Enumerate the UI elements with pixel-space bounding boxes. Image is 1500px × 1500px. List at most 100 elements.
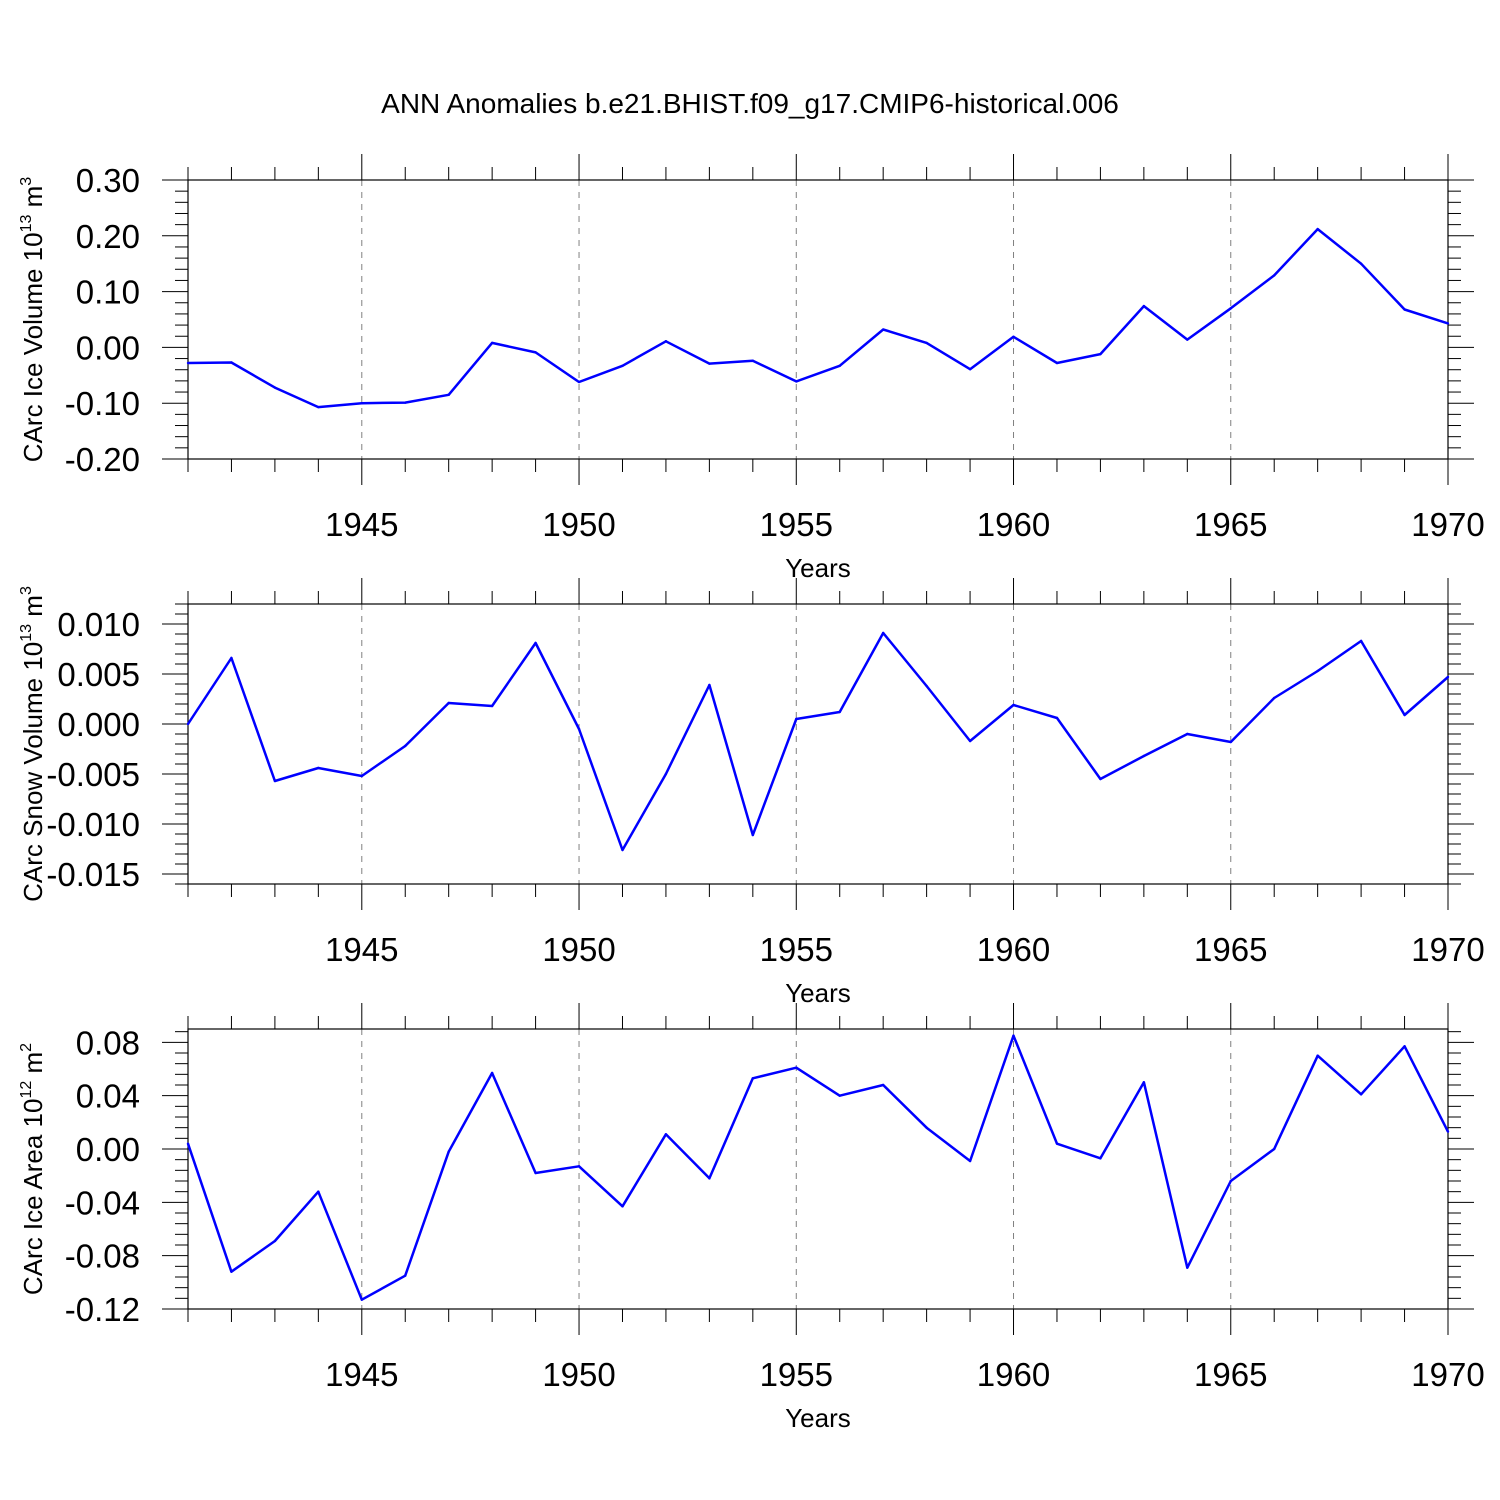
x-axis-label: Years	[785, 553, 851, 583]
x-tick-label: 1945	[325, 931, 398, 968]
data-point	[1403, 1045, 1406, 1048]
data-point	[186, 1142, 190, 1145]
data-point	[273, 1239, 277, 1243]
x-tick-label: 1960	[977, 1356, 1050, 1393]
data-point	[1359, 1093, 1363, 1096]
y-tick-label: 0.000	[57, 706, 140, 743]
y-tick-label: 0.00	[76, 329, 140, 366]
x-tick-label: 1960	[977, 931, 1050, 968]
data-point	[751, 833, 755, 837]
y-tick-label: 0.005	[57, 656, 140, 693]
x-tick-label: 1965	[1194, 506, 1267, 543]
data-point	[273, 386, 277, 389]
x-tick-label: 1965	[1194, 931, 1267, 968]
y-axis-label-superscript: 12	[18, 1081, 35, 1099]
y-axis-label-superscript: 13	[18, 624, 35, 642]
data-point	[664, 340, 668, 343]
x-axis-label: Years	[785, 978, 851, 1008]
data-point	[186, 361, 190, 365]
data-point	[1186, 338, 1189, 341]
data-point	[1273, 1147, 1276, 1151]
data-point	[1186, 1266, 1189, 1269]
data-point	[1055, 716, 1059, 720]
data-point	[708, 1177, 711, 1180]
y-tick-label: 0.10	[76, 274, 140, 311]
data-point	[577, 380, 581, 384]
data-point	[404, 401, 407, 404]
y-axis-label-text: CArc Ice Volume 10	[18, 232, 48, 462]
x-tick-label: 1950	[542, 1356, 615, 1393]
y-tick-label: -0.010	[46, 806, 140, 843]
y-axis-label-text: CArc Ice Area 10	[18, 1099, 48, 1296]
y-axis-label-text: m	[18, 595, 48, 624]
x-tick-label: 1965	[1194, 1356, 1267, 1393]
data-point	[881, 328, 885, 331]
y-tick-label: 0.04	[76, 1078, 140, 1115]
x-tick-label: 1945	[325, 506, 398, 543]
data-point	[795, 717, 798, 721]
y-tick-label: 0.20	[76, 218, 140, 255]
data-point	[664, 772, 668, 776]
plot-frame	[187, 603, 1449, 885]
data-point	[795, 1066, 798, 1069]
data-point	[1055, 1142, 1059, 1145]
x-tick-label: 1945	[325, 1356, 398, 1393]
y-axis-label-text: m	[18, 186, 48, 215]
data-point	[621, 848, 624, 852]
y-axis-label-superscript: 3	[18, 177, 35, 186]
data-point	[1099, 777, 1102, 781]
data-point	[1273, 696, 1276, 700]
data-point	[968, 1159, 972, 1163]
data-point	[1142, 304, 1146, 308]
data-point	[577, 1165, 581, 1168]
series-line	[186, 631, 1449, 852]
data-point	[1055, 361, 1059, 365]
y-axis-label: CArc Ice Volume 1013 m3	[18, 177, 48, 462]
data-point	[1359, 262, 1363, 265]
y-axis-label-superscript: 2	[18, 1043, 35, 1052]
data-point	[838, 364, 841, 368]
data-point	[1403, 308, 1406, 311]
data-point	[1316, 669, 1319, 673]
data-point	[1316, 227, 1319, 231]
data-point	[1012, 1034, 1015, 1037]
data-point	[230, 1270, 233, 1273]
x-axis-label: Years	[785, 1403, 851, 1433]
y-tick-label: 0.010	[57, 606, 140, 643]
data-point	[1229, 307, 1232, 310]
y-tick-label: -0.10	[65, 385, 140, 422]
data-point	[1359, 639, 1363, 643]
data-point	[1229, 1179, 1232, 1183]
data-point	[1099, 1157, 1102, 1160]
plot-frame	[187, 179, 1449, 460]
x-tick-label: 1970	[1411, 931, 1484, 968]
data-point	[881, 1083, 885, 1087]
y-tick-label: -0.04	[65, 1184, 140, 1221]
data-point	[1012, 703, 1015, 707]
data-point	[1142, 1081, 1146, 1084]
x-tick-label: 1950	[542, 506, 615, 543]
x-tick-label: 1950	[542, 931, 615, 968]
series-line	[187, 227, 1449, 409]
y-axis-label-superscript: 13	[18, 215, 35, 233]
data-point	[1186, 732, 1189, 736]
x-tick-label: 1960	[977, 506, 1050, 543]
data-point	[186, 722, 190, 726]
data-point	[360, 402, 363, 405]
data-point	[404, 1274, 407, 1277]
page-title: ANN Anomalies b.e21.BHIST.f09_g17.CMIP6-…	[381, 88, 1119, 119]
data-point	[534, 1171, 537, 1175]
y-axis-label: CArc Snow Volume 1013 m3	[18, 586, 48, 902]
x-tick-label: 1970	[1411, 1356, 1484, 1393]
data-point	[925, 1126, 928, 1129]
data-point	[1403, 713, 1406, 717]
y-tick-label: 0.30	[76, 162, 140, 199]
y-axis-label-text: m	[18, 1052, 48, 1081]
data-point	[751, 359, 755, 362]
y-tick-label: -0.12	[65, 1291, 140, 1328]
y-axis-label-superscript: 3	[18, 586, 35, 595]
y-tick-label: 0.00	[76, 1131, 140, 1168]
data-point	[404, 744, 407, 748]
data-point	[360, 774, 363, 778]
plot-frame	[187, 1028, 1449, 1310]
